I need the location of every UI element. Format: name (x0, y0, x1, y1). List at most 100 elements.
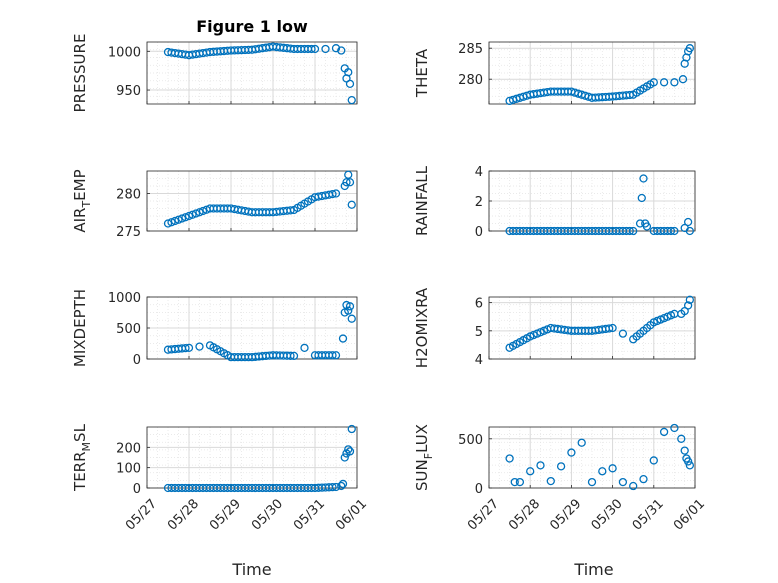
y-tick-label: 500 (116, 322, 141, 337)
x-tick-label: 05/29 (547, 496, 584, 533)
data-point (331, 44, 341, 53)
data-point (598, 467, 607, 476)
axes-box (146, 170, 358, 232)
data-point (659, 427, 669, 437)
y-tick-label: 4 (475, 353, 483, 368)
data-point (642, 222, 652, 231)
subplot-mixdepth: 0 500 1000 MIXDEPTH (71, 289, 358, 368)
data-point (310, 44, 320, 54)
y-tick-label: 275 (116, 225, 141, 240)
data-point (300, 343, 309, 352)
subplot-theta: 280 285 THETA (413, 41, 696, 106)
y-axis-label: AIRTEMP (71, 169, 93, 232)
data-point (286, 351, 295, 360)
y-axis-label: RAINFALL (413, 165, 431, 236)
y-tick-label: 1000 (108, 45, 141, 60)
y-tick-label: 280 (458, 73, 483, 88)
data-point (608, 323, 617, 333)
data-point (337, 46, 346, 55)
data-point (629, 481, 638, 491)
data-point (289, 351, 299, 361)
y-tick-label: 0 (133, 482, 141, 497)
y-tick-label: 200 (116, 441, 141, 456)
data-point (577, 438, 586, 447)
data-point (625, 226, 634, 236)
data-point (605, 324, 614, 333)
data-point (195, 342, 204, 351)
data-point (177, 214, 187, 223)
data-point (344, 445, 353, 454)
x-tick-label: 05/30 (249, 496, 286, 533)
data-point (195, 208, 204, 217)
y-tick-label: 0 (475, 482, 483, 497)
x-axis-label-left: Time (231, 560, 271, 579)
data-point (608, 464, 617, 473)
y-tick-label: 1000 (108, 291, 141, 306)
data-point (191, 209, 201, 218)
data-point (536, 461, 545, 470)
y-axis-label: THETA (413, 48, 431, 98)
data-point (345, 79, 355, 88)
data-point (649, 456, 658, 465)
data-point (331, 189, 341, 198)
data-point (670, 226, 679, 236)
data-point (347, 200, 356, 209)
data-point (678, 75, 688, 84)
x-tick-label: 05/28 (165, 496, 202, 533)
data-point (546, 476, 555, 486)
data-point (685, 295, 694, 304)
data-point (683, 457, 693, 466)
data-point (510, 477, 519, 487)
y-tick-label: 0 (475, 225, 483, 240)
y-tick-label: 500 (458, 433, 483, 448)
axes-box (488, 41, 696, 105)
data-point (344, 68, 353, 77)
x-tick-label: 06/01 (333, 496, 370, 533)
data-point (345, 178, 355, 187)
data-point (331, 351, 341, 360)
data-point (344, 170, 353, 179)
data-point (328, 483, 337, 492)
data-point (347, 95, 356, 105)
data-point (338, 334, 348, 343)
subplot-air-temp: 275 280 AIRTEMP (71, 169, 358, 240)
data-point (307, 44, 316, 54)
y-tick-label: 4 (475, 165, 483, 180)
data-point (345, 302, 355, 311)
y-tick-label: 6 (475, 297, 483, 312)
subplot-sun-flux: 05/27 05/28 05/29 05/30 05/31 06/01 0 500 SUNFLU… (413, 423, 708, 534)
x-axis-label-right: Time (573, 560, 613, 579)
data-point (184, 343, 194, 352)
data-point (345, 447, 355, 456)
data-point (629, 226, 638, 236)
data-point (680, 446, 689, 455)
x-tick-label: 05/31 (291, 496, 328, 533)
x-tick-label: 05/29 (207, 496, 244, 533)
data-point (685, 44, 694, 53)
data-point (181, 213, 190, 222)
subplot-pressure: 950 1000 PRESSURE (71, 34, 358, 113)
data-point (338, 479, 348, 489)
data-point (347, 314, 356, 323)
data-point (505, 454, 514, 463)
data-point (340, 453, 349, 462)
data-point (683, 301, 693, 310)
y-tick-label: 280 (116, 188, 141, 203)
y-tick-label: 100 (116, 462, 141, 477)
data-point (666, 226, 676, 236)
data-point (685, 226, 694, 236)
y-axis-label: MIXDEPTH (71, 289, 89, 367)
data-point (344, 306, 353, 315)
y-axis-label: PRESSURE (71, 34, 89, 113)
data-point (649, 78, 658, 87)
data-point (637, 193, 646, 203)
y-tick-label: 285 (458, 42, 483, 57)
data-point (163, 219, 173, 228)
data-point (659, 78, 669, 87)
x-tick-label: 05/27 (465, 496, 502, 533)
y-tick-label: 2 (475, 195, 483, 210)
data-point (670, 423, 679, 433)
data-point (342, 300, 351, 310)
data-point (567, 448, 576, 457)
